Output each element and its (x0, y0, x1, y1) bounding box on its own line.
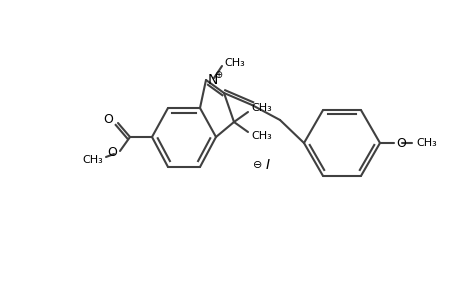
Text: I: I (265, 158, 269, 172)
Text: ⊖: ⊖ (253, 160, 262, 170)
Text: N: N (207, 73, 218, 87)
Text: O: O (395, 136, 405, 149)
Text: O: O (107, 146, 117, 158)
Text: CH₃: CH₃ (251, 103, 271, 113)
Text: ⊕: ⊕ (213, 70, 222, 80)
Text: CH₃: CH₃ (224, 58, 244, 68)
Text: CH₃: CH₃ (415, 138, 436, 148)
Text: CH₃: CH₃ (82, 155, 103, 165)
Text: O: O (103, 112, 113, 125)
Text: CH₃: CH₃ (251, 131, 271, 141)
